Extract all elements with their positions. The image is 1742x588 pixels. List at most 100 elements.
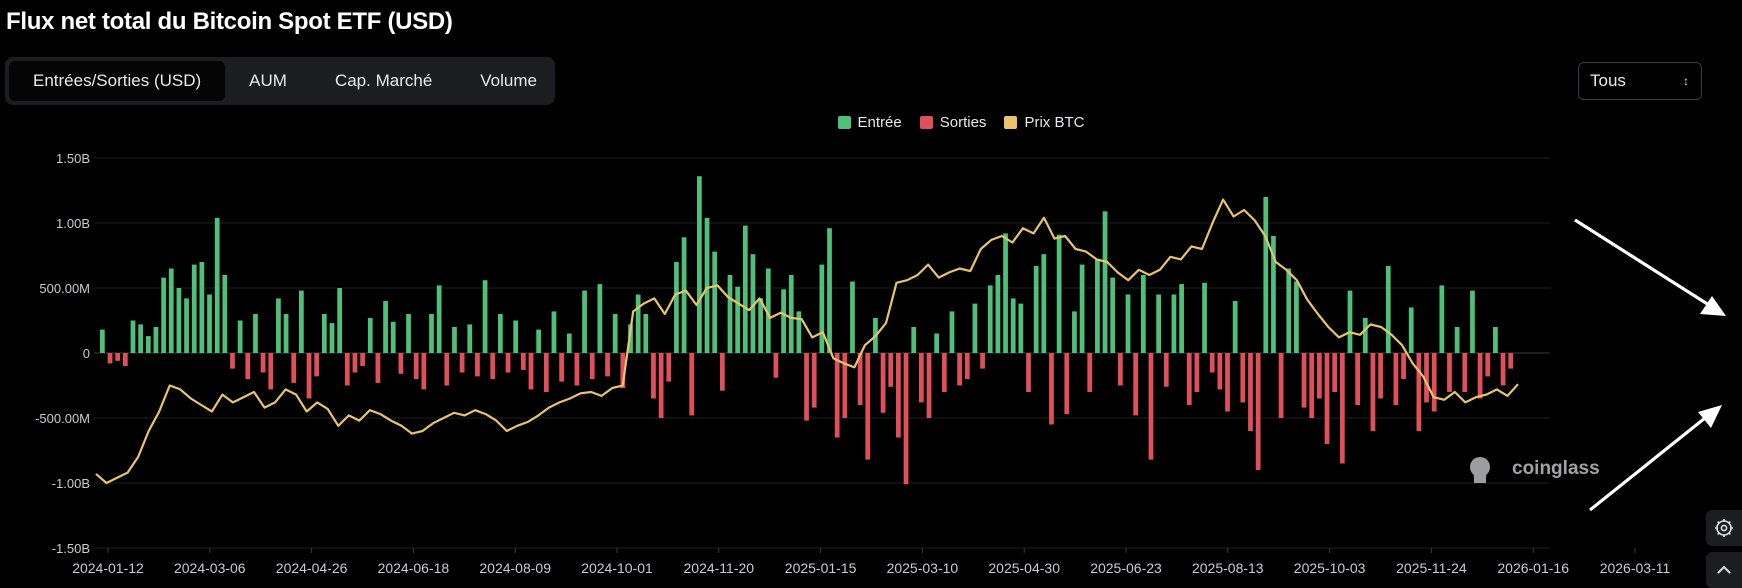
inflow-bar bbox=[934, 333, 940, 353]
inflow-bar bbox=[467, 324, 473, 353]
x-tick-label: 2025-10-03 bbox=[1294, 560, 1366, 576]
outflow-bar bbox=[444, 353, 450, 386]
outflow-bar bbox=[980, 353, 985, 369]
tab-volume[interactable]: Volume bbox=[480, 71, 537, 90]
inflow-bar bbox=[712, 251, 718, 353]
arrow-head-upper bbox=[1700, 296, 1726, 316]
inflow-bar bbox=[551, 311, 557, 353]
legend-label-entree: Entrée bbox=[857, 114, 902, 131]
outflow-bar bbox=[620, 353, 626, 389]
outflow-bar bbox=[1477, 353, 1483, 399]
inflow-bar bbox=[1171, 294, 1177, 353]
outflow-bar bbox=[957, 353, 962, 386]
inflow-bar bbox=[628, 324, 633, 353]
inflow-bar bbox=[704, 217, 710, 353]
inflow-bar bbox=[214, 217, 220, 353]
arrow-head-lower bbox=[1698, 405, 1722, 428]
outflow-bar bbox=[1209, 353, 1215, 373]
x-tick-label: 2024-11-20 bbox=[684, 560, 755, 576]
x-tick-label: 2024-06-18 bbox=[378, 560, 450, 576]
inflow-bar bbox=[1110, 277, 1116, 353]
inflow-bar bbox=[850, 281, 855, 353]
outflow-bar bbox=[658, 353, 664, 418]
inflow-bar bbox=[436, 285, 442, 353]
inflow-bar bbox=[949, 311, 955, 353]
inflow-bar bbox=[911, 327, 917, 353]
outflow-bar bbox=[1370, 353, 1376, 431]
tab-cap-marche[interactable]: Cap. Marché bbox=[334, 71, 433, 90]
outflow-bar bbox=[543, 353, 549, 392]
outflow-bar bbox=[896, 353, 901, 438]
inflow-bar bbox=[788, 275, 794, 353]
y-tick-label: -500.00M bbox=[35, 411, 90, 426]
inflow-bar bbox=[130, 320, 136, 353]
outflow-bar bbox=[1462, 353, 1468, 392]
outflow-bar bbox=[1217, 353, 1223, 390]
outflow-bar bbox=[880, 353, 886, 413]
outflow-bar bbox=[1316, 353, 1322, 399]
outflow-bar bbox=[1240, 353, 1246, 403]
outflow-bar bbox=[941, 353, 947, 392]
outflow-bar bbox=[1301, 353, 1307, 408]
tab-aum[interactable]: AUM bbox=[249, 71, 287, 90]
tab-entrees-sorties[interactable]: Entrées/Sorties (USD) bbox=[9, 61, 226, 101]
coinglass-logo-icon bbox=[1470, 457, 1490, 477]
scroll-top-button[interactable] bbox=[1706, 552, 1742, 588]
outflow-bar bbox=[115, 353, 121, 361]
inflow-bar bbox=[1079, 264, 1085, 353]
inflow-bar bbox=[1003, 233, 1008, 353]
legend-item-sorties[interactable]: Sorties bbox=[919, 114, 986, 131]
inflow-bar bbox=[681, 237, 687, 353]
inflow-bar bbox=[299, 290, 304, 353]
inflow-bar bbox=[819, 264, 825, 353]
legend-swatch-sorties bbox=[919, 116, 933, 129]
y-tick-label: 1.00B bbox=[56, 216, 90, 231]
outflow-bar bbox=[719, 353, 725, 391]
coinglass-watermark: coinglass bbox=[1470, 457, 1600, 483]
inflow-bar bbox=[191, 264, 197, 353]
inflow-bar bbox=[1454, 327, 1460, 353]
inflow-bar bbox=[222, 275, 228, 353]
outflow-bar bbox=[689, 353, 695, 416]
chart-settings-button[interactable] bbox=[1706, 510, 1742, 546]
outflow-bar bbox=[490, 353, 496, 379]
legend-item-entree[interactable]: Entrée bbox=[837, 114, 902, 131]
legend-swatch-prix-btc bbox=[1004, 116, 1018, 129]
outflow-bar bbox=[314, 353, 320, 377]
outflow-bar bbox=[1393, 353, 1399, 405]
inflow-bar bbox=[635, 294, 641, 353]
inflow-bar bbox=[1263, 197, 1269, 353]
coinglass-logo-icon-base bbox=[1474, 473, 1486, 483]
inflow-bar bbox=[237, 320, 243, 353]
settings-icon bbox=[1715, 519, 1733, 537]
inflow-bar bbox=[1041, 254, 1047, 353]
legend-label-prix-btc: Prix BTC bbox=[1024, 114, 1085, 131]
x-tick-label: 2026-01-16 bbox=[1497, 560, 1569, 576]
range-select[interactable]: Tous ↕ bbox=[1578, 62, 1702, 100]
inflow-bar bbox=[482, 280, 488, 353]
outflow-bar bbox=[1339, 353, 1345, 464]
y-tick-label: 1.50B bbox=[56, 151, 90, 166]
outflow-bar bbox=[260, 353, 266, 373]
inflow-bar bbox=[674, 262, 679, 353]
outflow-bar bbox=[1508, 353, 1514, 369]
inflow-bar bbox=[1286, 268, 1292, 353]
outflow-bar bbox=[1064, 353, 1070, 415]
outflow-bar bbox=[122, 353, 128, 366]
inflow-bar bbox=[1156, 294, 1162, 353]
outflow-bar bbox=[230, 353, 235, 369]
x-tick-label: 2025-06-23 bbox=[1090, 560, 1162, 576]
inflow-bar bbox=[513, 320, 519, 353]
legend-swatch-entree bbox=[837, 116, 851, 129]
outflow-bar bbox=[1485, 353, 1491, 377]
outflow-bar bbox=[1355, 353, 1361, 405]
outflow-bar bbox=[1431, 353, 1437, 412]
inflow-bar bbox=[1294, 281, 1299, 353]
arrow-annotation-icon bbox=[1574, 218, 1726, 512]
outflow-bar bbox=[811, 353, 817, 408]
inflow-bar bbox=[176, 288, 182, 353]
outflow-bar bbox=[505, 353, 511, 373]
outflow-bar bbox=[1447, 353, 1452, 392]
legend-item-prix-btc[interactable]: Prix BTC bbox=[1004, 114, 1084, 131]
